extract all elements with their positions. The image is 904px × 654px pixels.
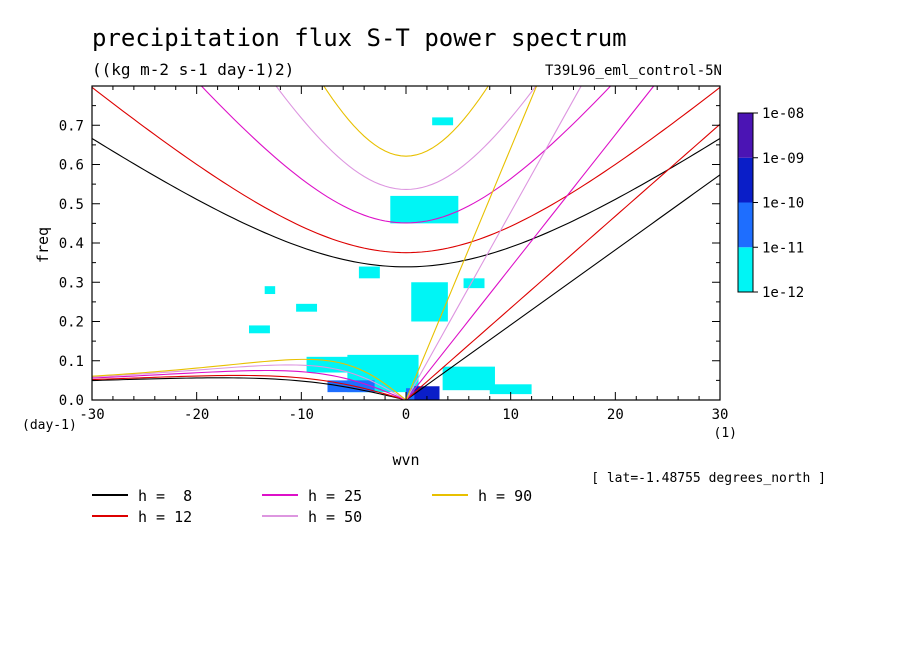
x-tick-label: -20 (184, 407, 209, 423)
x-tick-label: -10 (289, 407, 314, 423)
power-region-8 (296, 303, 318, 312)
curve-h8-ig (92, 137, 720, 268)
y-tick-label: 0.5 (59, 197, 84, 213)
colorbar-swatch (738, 202, 753, 248)
colorbar-label: 1e-09 (762, 151, 804, 167)
power-region-12 (327, 380, 375, 393)
power-region-11 (432, 117, 454, 126)
curve-h50-ig (275, 86, 537, 191)
power-region-10 (463, 278, 485, 289)
curve-h90-ig (323, 86, 489, 157)
power-region-1 (306, 356, 365, 373)
power-region-3 (489, 384, 532, 395)
colorbar-swatch (738, 113, 753, 158)
chart-subtitle: ((kg m-2 s-1 day-1)2) (92, 60, 294, 79)
plot-area: -30 -20 -10 0 10 20 30 0.00.10.20.30.40.50.60.… (59, 85, 728, 423)
y-tick-label: 0.1 (59, 354, 84, 370)
run-label: T39L96_eml_control-5N (545, 63, 722, 79)
legend-label: h = 25 (308, 487, 362, 505)
x-tick-label: 20 (607, 407, 624, 423)
curve-h12-kelvin (405, 123, 720, 400)
legend-label: h = 50 (308, 508, 362, 526)
y-tick-label: 0.6 (59, 158, 84, 174)
x-tick-label: -30 (79, 407, 104, 423)
power-region-2 (442, 366, 495, 391)
y-tick-label: 0.4 (59, 236, 84, 252)
x-tick-label: 10 (502, 407, 519, 423)
y-tick-label: 0.3 (59, 275, 84, 291)
y-axis: 0.0 0.1 0.2 0.3 0.4 0.5 0.6 0.7 (59, 105, 720, 409)
colorbar-label: 1e-11 (762, 240, 804, 256)
power-region-7 (249, 325, 270, 334)
colorbar-label: 1e-08 (762, 106, 804, 122)
lat-annotation: [ lat=-1.48755 degrees_north ] (591, 471, 826, 486)
legend-label: h = 8 (138, 487, 192, 505)
colorbar-swatch (738, 157, 753, 203)
y-tick-label: 0.7 (59, 118, 84, 134)
y-tick-label: 0.2 (59, 315, 84, 331)
colorbar-swatch (738, 247, 753, 292)
curve-h12-rossby (92, 374, 407, 400)
power-region-5 (411, 282, 448, 322)
curve-h8-kelvin (405, 174, 720, 400)
curve-h90-kelvin (405, 86, 538, 400)
legend-label: h = 12 (138, 508, 192, 526)
y-tick-label: 0.0 (59, 393, 84, 409)
curve-h50-rossby (92, 364, 407, 400)
power-regions (249, 117, 532, 400)
power-region-9 (264, 286, 276, 295)
colorbar: 1e-12 1e-11 1e-10 1e-09 1e-08 (737, 106, 804, 301)
y-units-label: (day-1) (22, 418, 77, 433)
colorbar-label: 1e-10 (762, 196, 804, 212)
x-axis-label: wvn (392, 451, 419, 469)
curve-h8-rossby (92, 377, 407, 400)
dispersion-curves (92, 86, 720, 400)
curve-h25-ig (200, 86, 612, 224)
x-tick-label: 0 (402, 407, 410, 423)
curve-h25-rossby (92, 369, 407, 400)
curve-h25-kelvin (405, 86, 655, 400)
x-axis: -30 -20 -10 0 10 20 30 (79, 86, 728, 423)
power-region-4 (390, 195, 459, 224)
legend: h = 8 h = 12 h = 25 h = 50 h = 90 (92, 487, 532, 526)
x-units-label: (1) (714, 426, 737, 441)
power-region-6 (358, 266, 380, 279)
y-axis-label: freq (34, 227, 52, 263)
chart-title: precipitation flux S-T power spectrum (92, 24, 627, 52)
x-tick-label: 30 (712, 407, 729, 423)
curve-h12-ig (92, 86, 720, 254)
curve-h50-kelvin (405, 86, 582, 400)
legend-label: h = 90 (478, 487, 532, 505)
curve-h90-rossby (92, 358, 407, 400)
colorbar-label: 1e-12 (762, 285, 804, 301)
